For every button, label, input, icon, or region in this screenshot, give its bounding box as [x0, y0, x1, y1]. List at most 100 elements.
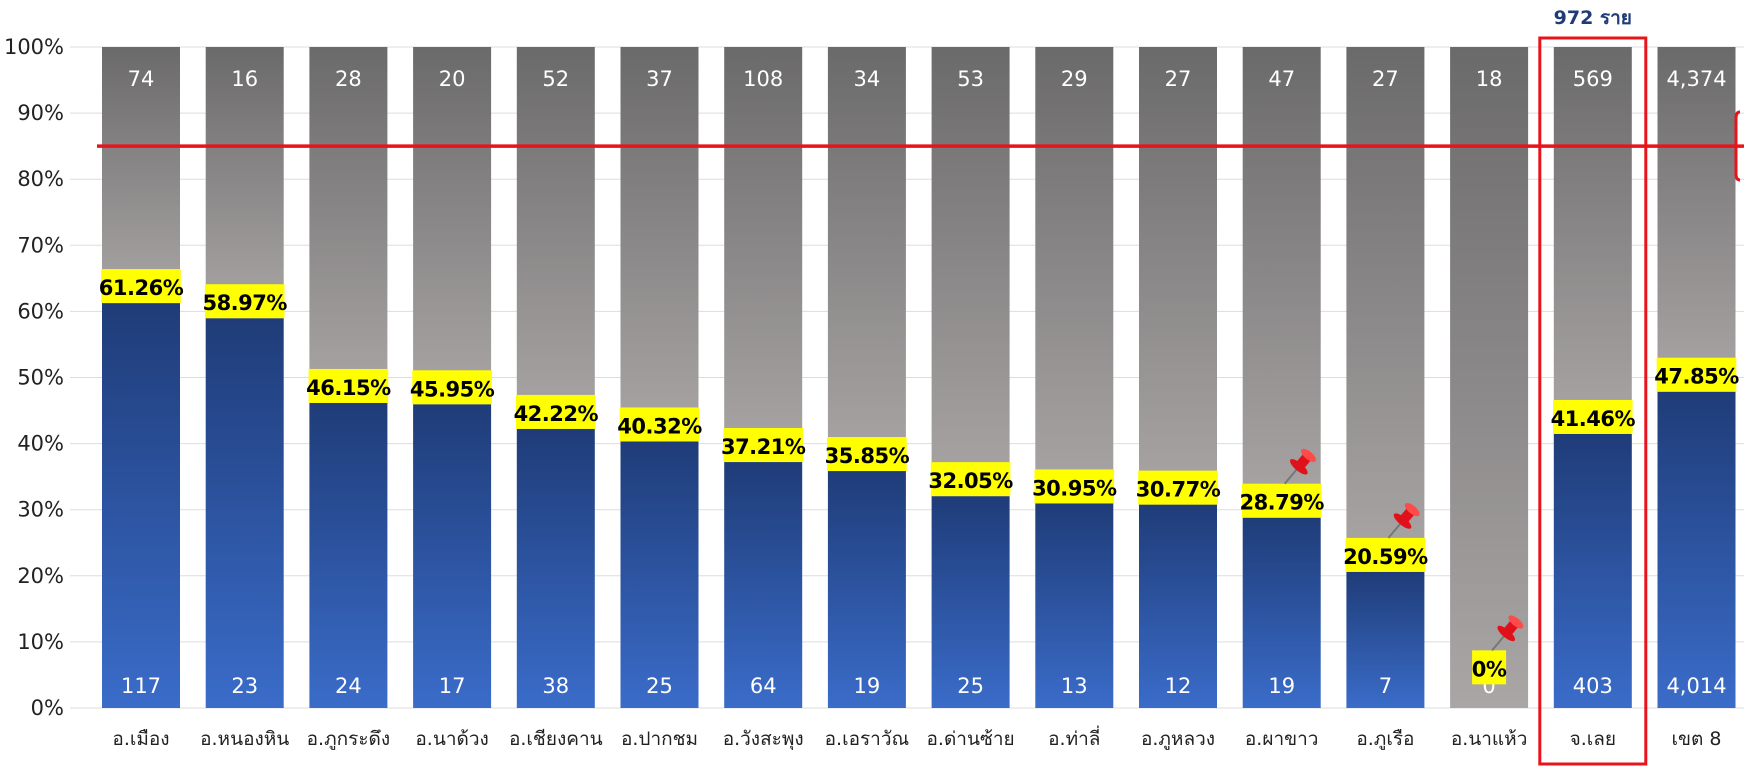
category-label: จ.เลย [1570, 728, 1616, 750]
bars: 74117อ.เมือง61.26%1623อ.หนองหิน58.97%282… [99, 47, 1740, 751]
bar-group: 34 19 อ.เอราวัณ 35.85% [825, 47, 910, 750]
y-axis-ticks: 0% 10% 20% 30% 40% 50% 60% 70% 80% 90% 100% [4, 35, 64, 720]
y-tick-label: 20% [17, 564, 64, 588]
achieved-count-label: 25 [646, 674, 673, 698]
percent-label: 47.85% [1654, 365, 1739, 389]
bar-segment-remaining [1657, 47, 1736, 392]
percent-label-bg [308, 368, 389, 403]
achieved-count-label: 13 [1061, 674, 1088, 698]
category-label: อ.นาแห้ว [1451, 728, 1528, 750]
category-label: อ.ผาขาว [1245, 728, 1319, 750]
achieved-count-label: 23 [231, 674, 258, 698]
category-label: อ.ภูเรือ [1356, 728, 1414, 750]
bar-segment-achieved [1242, 517, 1321, 708]
percent-label-bg [930, 462, 1011, 497]
achieved-count-label: 25 [957, 674, 984, 698]
bar-group: 74 117 อ.เมือง 61.26% [99, 47, 184, 750]
overlays: 972 ราย [97, 7, 1744, 766]
percent-label: 30.77% [1136, 478, 1221, 502]
bar-segment-remaining [1553, 47, 1632, 434]
y-tick-label: 0% [31, 696, 64, 720]
bar-group: 37 25 อ.ปากชม 40.32% [617, 47, 703, 750]
bar-segment-remaining [1035, 47, 1114, 504]
bar-group: 16 23 อ.หนองหิน 58.97% [200, 47, 289, 750]
remaining-count-label: 4,374 [1666, 67, 1726, 91]
percent-label: 61.26% [99, 276, 184, 300]
category-label: อ.เอราวัณ [825, 728, 910, 750]
category-label: อ.ภูกระดึง [307, 728, 391, 750]
bar-segment-remaining [309, 47, 388, 403]
percent-label-bg [827, 437, 907, 472]
target-callout-edge [1734, 110, 1741, 182]
percent-label: 37.21% [721, 435, 806, 459]
category-label: อ.เมือง [112, 728, 169, 750]
percent-label-bg [1656, 357, 1737, 392]
percent-label: 46.15% [306, 376, 391, 400]
bar-segment-achieved [102, 303, 180, 708]
bar-segment-achieved [1657, 391, 1736, 708]
category-label: อ.ปากชม [621, 728, 698, 750]
remaining-count-label: 74 [128, 67, 155, 91]
bar-group: 53 25 อ.ด่านซ้าย 32.05% [927, 47, 1015, 750]
category-label: เขต 8 [1672, 728, 1722, 750]
percent-label-bg [1241, 483, 1322, 518]
category-label: อ.หนองหิน [200, 728, 289, 750]
achieved-count-label: 7 [1379, 674, 1392, 698]
achieved-count-label: 64 [750, 674, 777, 698]
remaining-count-label: 37 [646, 67, 673, 91]
achieved-count-label: 12 [1165, 674, 1192, 698]
bar-segment-remaining [724, 47, 803, 463]
remaining-count-label: 34 [854, 67, 881, 91]
achieved-count-label: 17 [439, 674, 466, 698]
bar-segment-remaining [1139, 47, 1217, 505]
bar-segment-achieved [724, 462, 803, 708]
remaining-count-label: 108 [743, 67, 783, 91]
percent-label-bg [1034, 469, 1115, 504]
percent-label-bg [516, 394, 596, 429]
remaining-count-label: 27 [1372, 67, 1399, 91]
y-tick-label: 30% [17, 498, 64, 522]
remaining-count-label: 27 [1165, 67, 1192, 91]
bar-segment-achieved [931, 496, 1010, 708]
bar-group: 27 12 อ.ภูหลวง 30.77% [1136, 47, 1221, 750]
bar-group: 47 19 อ.ผาขาว 28.79% [1239, 47, 1325, 750]
bar-segment-achieved [827, 471, 906, 708]
category-label: อ.เชียงคาน [509, 728, 603, 750]
bar-group: 4,374 4,014 เขต 8 47.85% [1654, 47, 1740, 750]
percent-label-bg [1138, 470, 1218, 505]
percent-label-bg [1345, 537, 1426, 572]
bar-segment-remaining [620, 47, 699, 442]
achieved-count-label: 19 [1268, 674, 1295, 698]
y-tick-label: 80% [17, 167, 64, 191]
bar-segment-achieved [1139, 504, 1217, 708]
remaining-count-label: 16 [231, 67, 258, 91]
remaining-count-label: 53 [957, 67, 984, 91]
percent-label: 40.32% [617, 414, 702, 438]
bar-segment-achieved [309, 402, 388, 708]
achieved-count-label: 38 [542, 674, 569, 698]
bar-segment-remaining [931, 47, 1010, 497]
y-tick-label: 40% [17, 432, 64, 456]
category-label: อ.นาด้วง [415, 728, 488, 750]
bar-segment-remaining [1346, 47, 1425, 572]
bar-group: 108 64 อ.วังสะพุง 37.21% [721, 47, 806, 751]
bar-segment-remaining [516, 47, 595, 429]
bar-group: 29 13 อ.ท่าลี่ 30.95% [1032, 47, 1117, 750]
percent-label-bg [1472, 650, 1507, 685]
bar-group: 20 17 อ.นาด้วง 45.95% [410, 47, 495, 750]
achieved-count-label: 24 [335, 674, 362, 698]
category-label: อ.ท่าลี่ [1048, 725, 1100, 750]
bar-group: 28 24 อ.ภูกระดึง 46.15% [306, 47, 392, 750]
bar-segment-remaining [1450, 47, 1529, 708]
category-label: อ.ด่านซ้าย [927, 728, 1015, 750]
pushpin-icon [1387, 503, 1420, 539]
highlight-box [1538, 36, 1648, 766]
highlight-label: 972 ราย [1554, 7, 1632, 29]
bar-segment-achieved [1346, 571, 1425, 708]
percent-label: 45.95% [410, 377, 495, 401]
bar-segment-achieved [413, 404, 492, 708]
achieved-count-label: 4,014 [1666, 674, 1726, 698]
bar-group: 569 403 จ.เลย 41.46% [1551, 47, 1636, 750]
